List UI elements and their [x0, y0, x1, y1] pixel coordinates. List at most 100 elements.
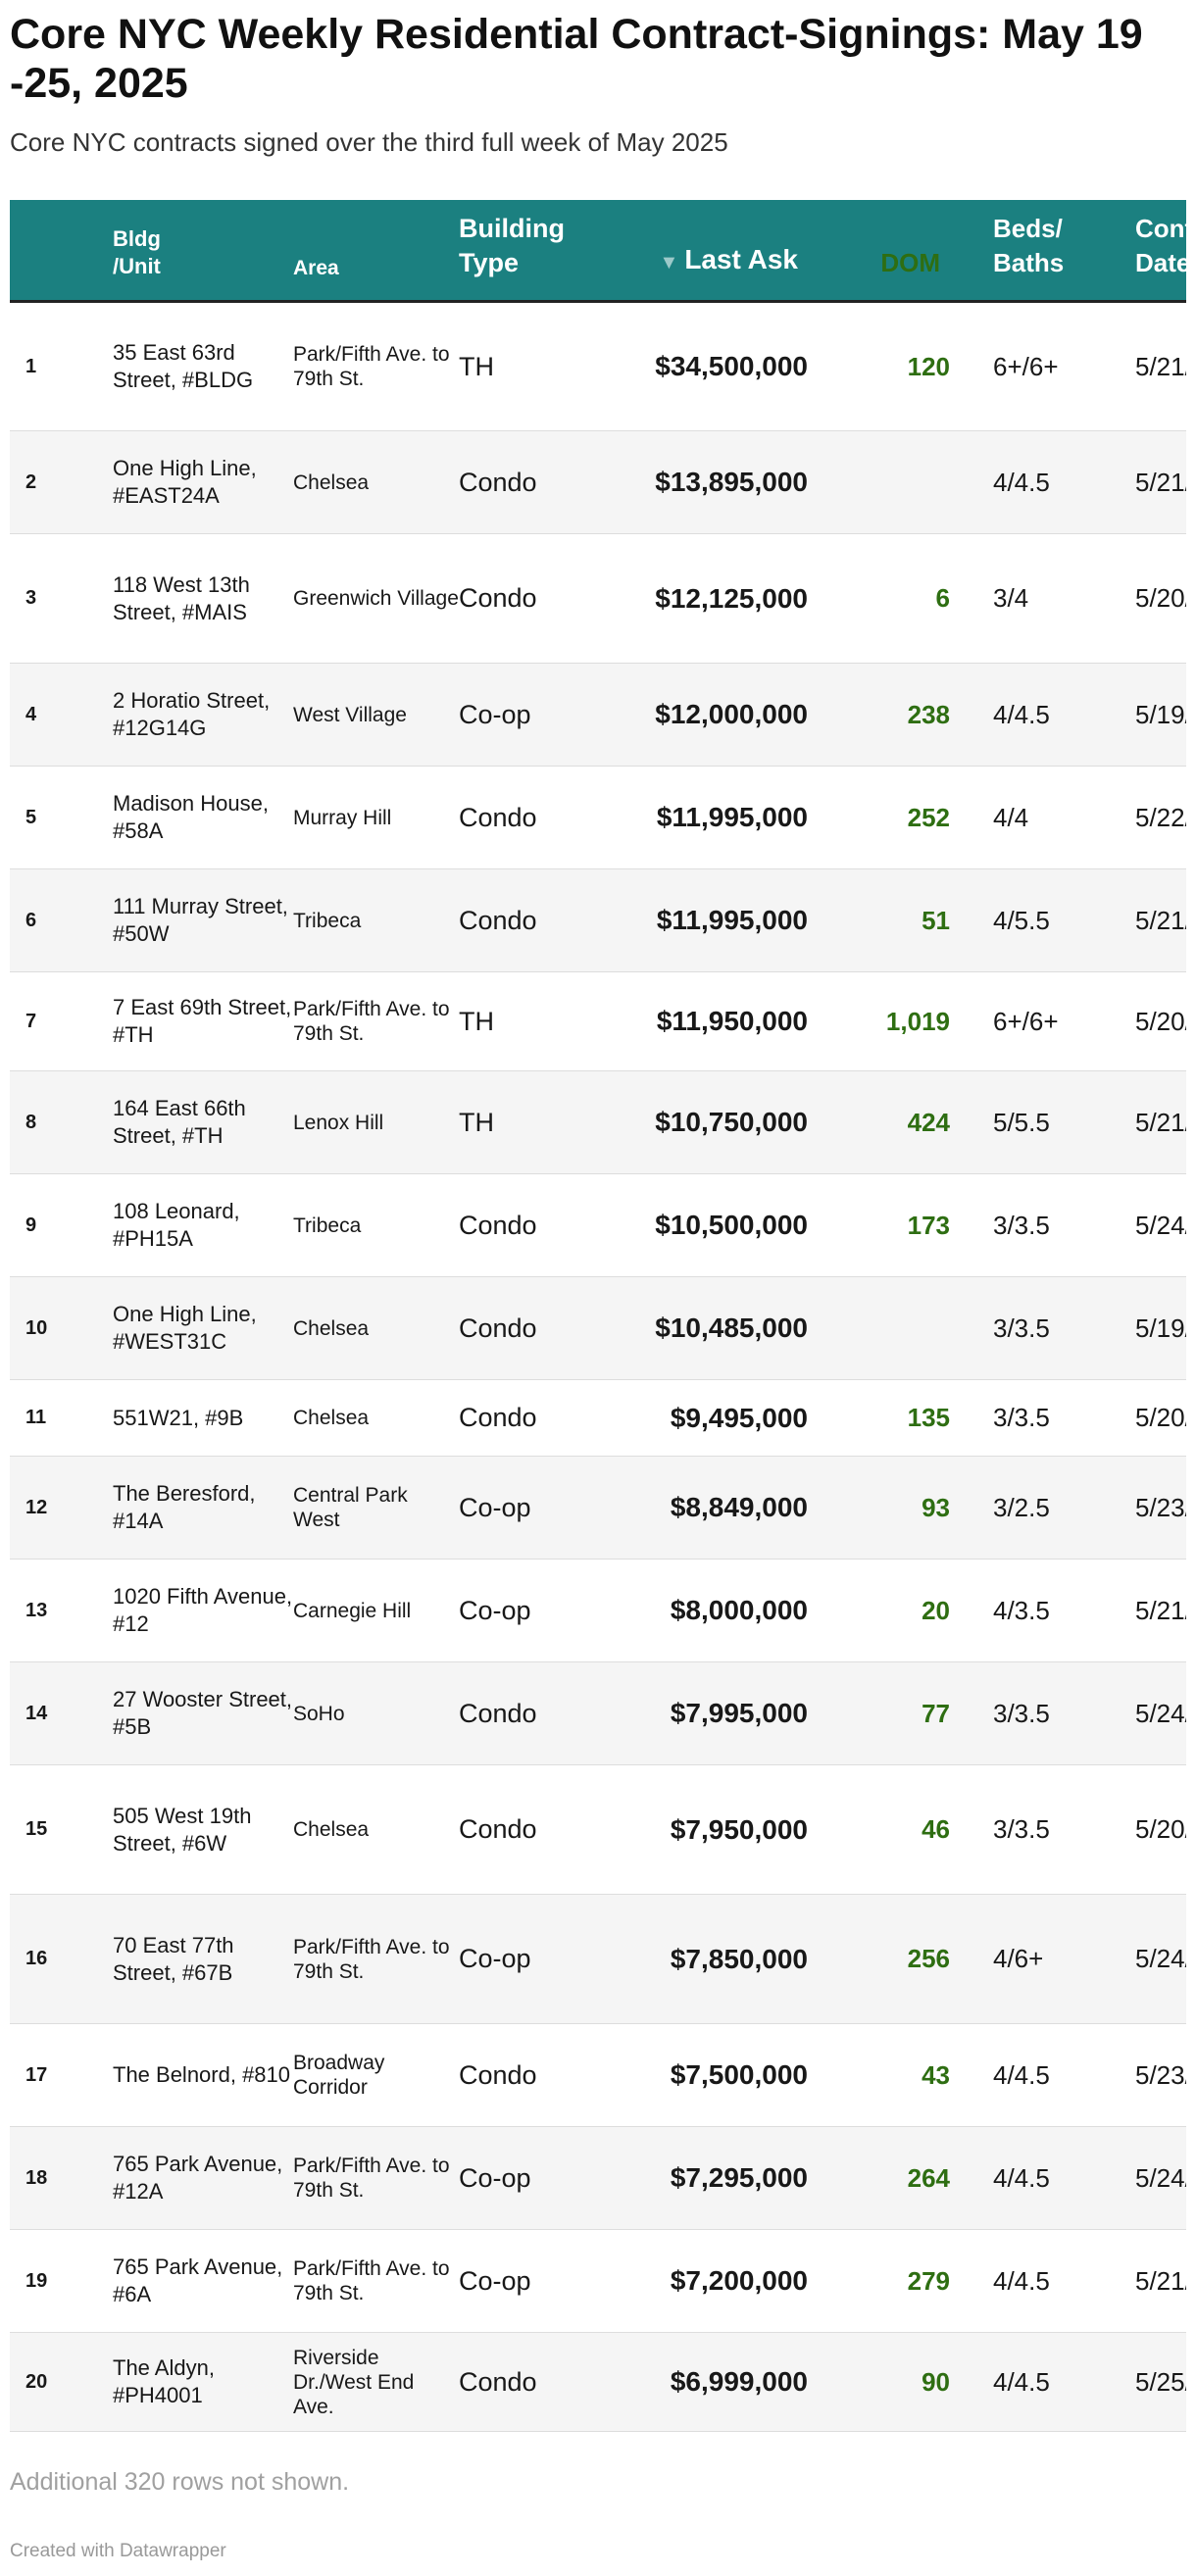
cell-bldg-unit: The Belnord, #810: [113, 2023, 293, 2127]
cell-bldg-unit: 765 Park Avenue, #12A: [113, 2126, 293, 2230]
cell-last-ask: $34,500,000: [597, 301, 808, 431]
cell-rank: 6: [10, 868, 113, 972]
cell-building-type: Condo: [459, 868, 597, 972]
table-row: 1 35 East 63rd Street, #BLDG Park/Fifth Av…: [10, 301, 1186, 431]
cell-contract-date: 5/21/: [1135, 1559, 1186, 1662]
cell-dom: 51: [808, 868, 950, 972]
cell-beds-baths: 3/3.5: [950, 1379, 1135, 1457]
cell-area: Central Park West: [293, 1456, 459, 1560]
cell-rank: 10: [10, 1276, 113, 1380]
cell-dom: 135: [808, 1379, 950, 1457]
cell-area: Lenox Hill: [293, 1070, 459, 1174]
cell-rank: 7: [10, 971, 113, 1071]
cell-bldg-unit: One High Line, #EAST24A: [113, 430, 293, 534]
cell-area: Park/Fifth Ave. to 79th St.: [293, 1894, 459, 2024]
cell-bldg-unit: The Beresford, #14A: [113, 1456, 293, 1560]
cell-beds-baths: 3/3.5: [950, 1276, 1135, 1380]
table-header: Bldg/Unit Area Building Type ▼ Last Ask DO…: [10, 200, 1186, 303]
cell-building-type: Co-op: [459, 1894, 597, 2024]
cell-area: Chelsea: [293, 1276, 459, 1380]
cell-dom: 424: [808, 1070, 950, 1174]
cell-last-ask: $7,995,000: [597, 1661, 808, 1765]
cell-rank: 1: [10, 301, 113, 431]
cell-dom: 90: [808, 2332, 950, 2432]
cell-area: West Village: [293, 663, 459, 767]
cell-area: Tribeca: [293, 1173, 459, 1277]
column-header-last-ask-label: Last Ask: [684, 244, 798, 274]
cell-dom: 256: [808, 1894, 950, 2024]
contracts-table: Bldg/Unit Area Building Type ▼ Last Ask DO…: [10, 200, 1186, 2432]
cell-contract-date: 5/24/: [1135, 2126, 1186, 2230]
table-row: 14 27 Wooster Street, #5B SoHo Condo $7,995,…: [10, 1661, 1186, 1765]
cell-last-ask: $7,950,000: [597, 1764, 808, 1895]
table-row: 15 505 West 19th Street, #6W Chelsea Condo $…: [10, 1764, 1186, 1895]
cell-contract-date: 5/23/: [1135, 2023, 1186, 2127]
column-header-rank[interactable]: [10, 200, 113, 303]
cell-dom: 46: [808, 1764, 950, 1895]
cell-building-type: Condo: [459, 1173, 597, 1277]
cell-dom: 279: [808, 2229, 950, 2333]
cell-building-type: Condo: [459, 1276, 597, 1380]
cell-bldg-unit: 111 Murray Street, #50W: [113, 868, 293, 972]
cell-area: Greenwich Village: [293, 533, 459, 664]
cell-area: Park/Fifth Ave. to 79th St.: [293, 971, 459, 1071]
cell-area: Chelsea: [293, 430, 459, 534]
cell-building-type: Condo: [459, 766, 597, 869]
datawrapper-credit: Created with Datawrapper: [10, 2541, 226, 2561]
cell-building-type: TH: [459, 971, 597, 1071]
column-header-bldg-unit[interactable]: Bldg/Unit: [113, 200, 293, 303]
cell-last-ask: $13,895,000: [597, 430, 808, 534]
table-row: 8 164 East 66th Street, #TH Lenox Hill TH $1…: [10, 1070, 1186, 1174]
cell-contract-date: 5/25/: [1135, 2332, 1186, 2432]
cell-last-ask: $9,495,000: [597, 1379, 808, 1457]
cell-contract-date: 5/21/: [1135, 430, 1186, 534]
table-row: 12 The Beresford, #14A Central Park West Co…: [10, 1456, 1186, 1560]
cell-rank: 19: [10, 2229, 113, 2333]
header-row: Bldg/Unit Area Building Type ▼ Last Ask DO…: [10, 200, 1186, 303]
cell-dom: 20: [808, 1559, 950, 1662]
cell-building-type: Co-op: [459, 1559, 597, 1662]
column-header-building-type[interactable]: Building Type: [459, 200, 597, 303]
cell-bldg-unit: 118 West 13th Street, #MAIS: [113, 533, 293, 664]
cell-beds-baths: 4/4.5: [950, 430, 1135, 534]
column-header-contract-date[interactable]: ContractDate: [1135, 200, 1186, 303]
cell-building-type: Condo: [459, 2332, 597, 2432]
cell-beds-baths: 4/4.5: [950, 663, 1135, 767]
cell-last-ask: $12,125,000: [597, 533, 808, 664]
cell-rank: 15: [10, 1764, 113, 1895]
column-header-last-ask[interactable]: ▼ Last Ask: [597, 200, 808, 303]
cell-building-type: Co-op: [459, 1456, 597, 1560]
cell-last-ask: $7,295,000: [597, 2126, 808, 2230]
cell-last-ask: $7,200,000: [597, 2229, 808, 2333]
cell-area: Chelsea: [293, 1764, 459, 1895]
cell-dom: 1,019: [808, 971, 950, 1071]
column-header-area[interactable]: Area: [293, 200, 459, 303]
cell-dom: 120: [808, 301, 950, 431]
cell-contract-date: 5/19/: [1135, 663, 1186, 767]
cell-dom: 6: [808, 533, 950, 664]
table-row: 20 The Aldyn, #PH4001 Riverside Dr./West E…: [10, 2332, 1186, 2432]
sort-descending-icon: ▼: [659, 252, 679, 273]
table-row: 13 1020 Fifth Avenue, #12 Carnegie Hill Co-…: [10, 1559, 1186, 1662]
cell-last-ask: $12,000,000: [597, 663, 808, 767]
cell-last-ask: $10,500,000: [597, 1173, 808, 1277]
cell-contract-date: 5/20/: [1135, 971, 1186, 1071]
column-header-dom[interactable]: DOM: [808, 200, 950, 303]
cell-beds-baths: 3/3.5: [950, 1764, 1135, 1895]
table-row: 11 551W21, #9B Chelsea Condo $9,495,000 135 3/…: [10, 1379, 1186, 1457]
cell-area: Murray Hill: [293, 766, 459, 869]
cell-rank: 20: [10, 2332, 113, 2432]
cell-last-ask: $8,849,000: [597, 1456, 808, 1560]
cell-building-type: Condo: [459, 1764, 597, 1895]
column-header-beds-baths[interactable]: Beds/Baths: [950, 200, 1135, 303]
cell-building-type: TH: [459, 1070, 597, 1174]
cell-area: Tribeca: [293, 868, 459, 972]
cell-bldg-unit: The Aldyn, #PH4001: [113, 2332, 293, 2432]
cell-dom: 43: [808, 2023, 950, 2127]
cell-rank: 17: [10, 2023, 113, 2127]
cell-last-ask: $10,485,000: [597, 1276, 808, 1380]
cell-building-type: Condo: [459, 1379, 597, 1457]
cell-bldg-unit: 35 East 63rd Street, #BLDG: [113, 301, 293, 431]
